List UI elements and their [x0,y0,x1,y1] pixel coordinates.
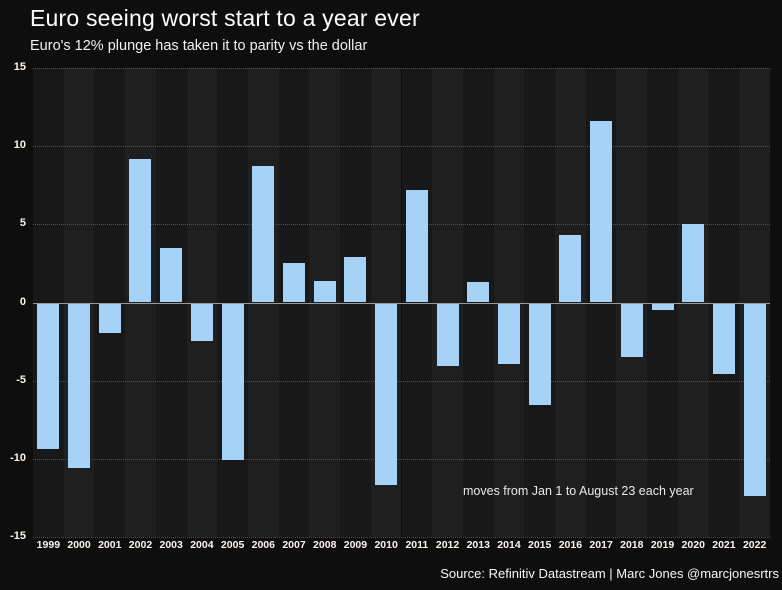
source-line: Source: Refinitiv Datastream | Marc Jone… [440,566,779,581]
bar-2019 [651,303,674,310]
bar-2003 [160,247,183,303]
x-tick-label-2011: 2011 [405,539,429,551]
bar-2001 [98,303,121,334]
x-tick-label-2005: 2005 [220,539,245,551]
x-tick-label-2015: 2015 [528,539,552,551]
x-tick-label-2002: 2002 [128,539,153,551]
bar-2002 [129,158,152,303]
bar-1999 [37,303,60,449]
y-tick-label-5: 5 [19,217,26,230]
grid-line-15 [33,68,770,69]
x-tick-label-2021: 2021 [712,539,736,551]
bar-2015 [528,303,551,406]
grid-line-5 [33,224,770,226]
x-tick-label-2014: 2014 [497,539,521,551]
bar-2022 [743,303,766,496]
x-tick-label-2000: 2000 [67,539,91,551]
x-tick-label-2012: 2012 [435,539,460,551]
x-tick-label-2010: 2010 [374,539,398,551]
x-tick-label-2004: 2004 [190,539,214,551]
x-tick-label-2001: 2001 [98,539,122,551]
y-tick-label--5: -5 [16,373,26,386]
bar-2010 [375,303,398,485]
x-tick-label-2009: 2009 [343,539,368,551]
x-tick-label-2003: 2003 [159,539,183,551]
grid-line--5 [33,380,770,382]
bar-2000 [68,303,91,468]
bar-2017 [590,121,613,303]
grid-line-10 [33,146,770,148]
x-tick-label-2020: 2020 [681,539,705,551]
x-tick-label-2019: 2019 [650,539,675,551]
grid-line--15 [33,537,770,538]
bar-2004 [190,303,213,342]
x-tick-label-2016: 2016 [558,539,583,551]
x-tick-label-2018: 2018 [620,539,644,551]
chart-subtitle: Euro's 12% plunge has taken it to parity… [30,38,368,54]
zero-line [33,302,770,304]
bar-2006 [252,166,275,303]
x-tick-label-2013: 2013 [466,539,490,551]
bar-2008 [313,280,336,303]
bar-2011 [405,189,428,303]
x-tick-label-2017: 2017 [589,539,613,551]
chart-title: Euro seeing worst start to a year ever [30,5,420,31]
bar-2009 [344,257,367,303]
x-tick-label-1999: 1999 [36,539,61,551]
x-tick-label-2022: 2022 [742,539,767,551]
y-tick-label--15: -15 [10,530,26,542]
bar-2013 [467,282,490,303]
plot-area [33,68,770,538]
bar-2005 [221,303,244,460]
y-tick-label-15: 15 [13,61,26,73]
bar-2020 [682,224,705,303]
bar-2007 [283,263,306,303]
y-tick-label-0: 0 [19,295,26,308]
x-tick-label-2008: 2008 [313,539,337,551]
bar-2012 [436,303,459,367]
y-tick-label-10: 10 [13,139,26,152]
x-tick-label-2007: 2007 [282,539,306,551]
bar-2014 [497,303,520,365]
x-tick-label-2006: 2006 [251,539,275,551]
annotation: moves from Jan 1 to August 23 each year [463,484,694,498]
y-tick-label--10: -10 [10,451,26,464]
bar-2018 [620,303,643,357]
grid-line--10 [33,458,770,460]
bar-2016 [559,235,582,303]
bar-2021 [712,303,735,374]
